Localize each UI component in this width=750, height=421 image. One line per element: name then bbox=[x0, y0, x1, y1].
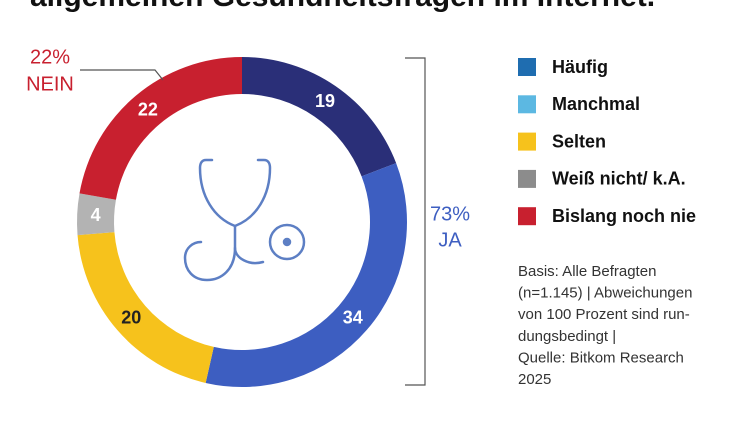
legend-label: Häufig bbox=[552, 57, 608, 77]
leader-line bbox=[80, 69, 164, 81]
donut-segment bbox=[77, 232, 214, 383]
donut-segment bbox=[77, 193, 116, 236]
legend-label: Manchmal bbox=[552, 94, 640, 114]
data-label: 19 bbox=[315, 91, 335, 111]
data-label: 22 bbox=[138, 100, 158, 120]
bracket bbox=[405, 57, 426, 386]
footnote: Basis: Alle Befragten (n=1.145) | Abweich… bbox=[518, 263, 692, 388]
legend-label: Selten bbox=[552, 131, 606, 151]
footnote-line: 2025 bbox=[518, 371, 551, 388]
legend-swatch bbox=[518, 58, 536, 76]
chart-title: allgemeinen Gesundheitsfragen im Interne… bbox=[30, 0, 655, 13]
donut-segment bbox=[79, 57, 243, 200]
footnote-line: Basis: Alle Befragten bbox=[518, 263, 656, 280]
annotation: JA bbox=[438, 229, 462, 251]
legend-swatch bbox=[518, 169, 536, 188]
legend-label: Weiß nicht/ k.A. bbox=[552, 169, 686, 189]
legend-label: Bislang noch nie bbox=[552, 206, 696, 226]
legend-swatch bbox=[518, 95, 536, 114]
donut-segment bbox=[242, 57, 397, 177]
data-label: 4 bbox=[91, 205, 101, 225]
annotation: 73% bbox=[430, 203, 470, 225]
legend-swatch bbox=[518, 132, 536, 151]
footnote-line: Quelle: Bitkom Research bbox=[518, 349, 684, 366]
data-label: 34 bbox=[343, 308, 363, 328]
footnote-line: von 100 Prozent sind run- bbox=[518, 306, 690, 323]
footnote-line: (n=1.145) | Abweichungen bbox=[518, 285, 692, 302]
annotation: 22% bbox=[30, 46, 70, 68]
stethoscope-icon bbox=[183, 158, 306, 282]
annotation: NEIN bbox=[26, 73, 74, 95]
legend: Häufig Manchmal Selten Weiß nicht/ k.A. Bisl… bbox=[518, 57, 696, 226]
legend-swatch bbox=[518, 207, 536, 226]
donut-segment bbox=[205, 163, 407, 387]
donut: 19 34 20 4 22 bbox=[77, 57, 407, 387]
data-label: 20 bbox=[121, 308, 141, 328]
footnote-line: dungsbedingt | bbox=[518, 328, 616, 345]
